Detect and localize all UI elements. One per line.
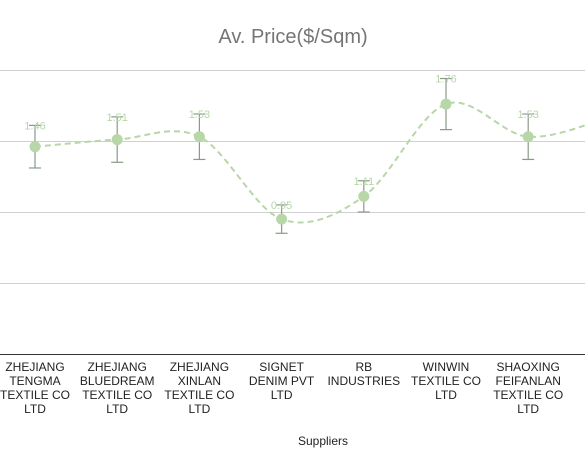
x-tick-label-line: TEXTILE CO: [493, 388, 563, 402]
data-point: [358, 190, 370, 202]
x-tick-label-line: XINLAN: [178, 374, 221, 388]
data-point: [111, 134, 123, 146]
data-labels: 1.46 1.51 1.53 0.95 1.11 1.76 1.53: [24, 74, 539, 212]
x-tick-label: WINWIN TEXTILE CO LTD: [411, 360, 481, 402]
series-curve: [34, 101, 585, 224]
series-line: [34, 101, 585, 224]
x-tick-label-line: ZHEJIANG: [88, 360, 147, 374]
data-points: [29, 98, 534, 225]
x-tick-label-line: ZHEJIANG: [5, 360, 64, 374]
x-tick-label-line: RB: [355, 360, 372, 374]
x-tick-label: SHAOXING FEIFANLAN TEXTILE CO LTD: [493, 360, 563, 416]
x-tick-label-line: TEXTILE CO: [411, 374, 481, 388]
data-label: 0.95: [271, 200, 292, 212]
data-label: 1.11: [354, 176, 375, 188]
x-tick-label-line: BLUEDREAM: [80, 374, 155, 388]
x-tick-label-line: LTD: [24, 402, 46, 416]
x-tick-label-line: TENGMA: [9, 374, 60, 388]
x-tick-label-line: ZHEJIANG: [170, 360, 229, 374]
data-point: [276, 213, 288, 225]
data-label: 1.53: [189, 109, 210, 121]
data-point: [193, 131, 205, 143]
x-tick-label-line: LTD: [435, 388, 457, 402]
x-tick-label-line: FEIFANLAN: [496, 374, 561, 388]
x-tick-label: ZHEJIANG TENGMA TEXTILE CO LTD: [0, 360, 70, 416]
x-tick-label-line: LTD: [189, 402, 211, 416]
x-tick-label: ZHEJIANG XINLAN TEXTILE CO LTD: [164, 360, 234, 416]
x-tick-label-line: INDUSTRIES: [327, 374, 400, 388]
x-tick-label: RB INDUSTRIES: [327, 360, 400, 388]
data-label: 1.51: [106, 112, 127, 124]
x-axis-label: Suppliers: [298, 434, 348, 448]
data-label: 1.76: [435, 74, 456, 86]
x-tick-label-line: SIGNET: [259, 360, 304, 374]
x-tick-label-line: LTD: [517, 402, 539, 416]
x-tick-label-line: DENIM PVT: [249, 374, 315, 388]
x-tick-label: SIGNET DENIM PVT LTD: [249, 360, 315, 402]
x-tick-label-line: TEXTILE CO: [164, 388, 234, 402]
data-point: [440, 98, 452, 110]
data-point: [29, 141, 41, 153]
x-tick-label: ZHEJIANG BLUEDREAM TEXTILE CO LTD: [80, 360, 155, 416]
x-tick-label-line: TEXTILE CO: [0, 388, 70, 402]
x-tick-label-line: SHAOXING: [497, 360, 560, 374]
chart-title: Av. Price($/Sqm): [218, 26, 367, 48]
x-tick-label-line: LTD: [271, 388, 293, 402]
error-bars: [29, 77, 535, 234]
x-tick-label-line: WINWIN: [423, 360, 470, 374]
data-label: 1.46: [24, 120, 45, 132]
data-point: [522, 131, 534, 143]
gridlines: [0, 70, 585, 355]
x-tick-label-line: LTD: [106, 402, 128, 416]
x-tick-label-line: TEXTILE CO: [82, 388, 152, 402]
data-label: 1.53: [517, 109, 538, 121]
